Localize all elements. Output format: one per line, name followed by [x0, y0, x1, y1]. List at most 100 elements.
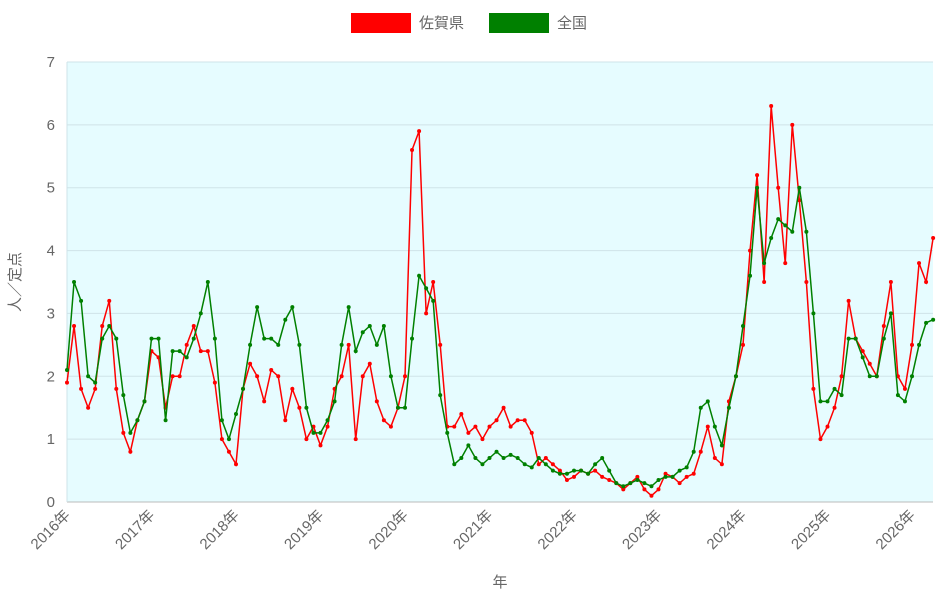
data-point[interactable]: [881, 336, 886, 341]
data-point[interactable]: [515, 418, 520, 423]
data-point[interactable]: [410, 148, 415, 152]
data-point[interactable]: [86, 405, 91, 410]
data-point[interactable]: [557, 468, 562, 473]
data-point[interactable]: [910, 342, 914, 347]
data-point[interactable]: [769, 236, 774, 240]
data-point[interactable]: [860, 349, 865, 354]
data-point[interactable]: [276, 342, 281, 347]
data-point[interactable]: [121, 393, 126, 398]
data-point[interactable]: [698, 405, 703, 410]
data-point[interactable]: [93, 386, 98, 391]
legend-label-national[interactable]: 全国: [557, 14, 587, 32]
data-point[interactable]: [572, 474, 576, 479]
data-point[interactable]: [811, 386, 816, 391]
data-point[interactable]: [621, 484, 626, 489]
data-point[interactable]: [712, 424, 717, 429]
data-point[interactable]: [445, 430, 450, 435]
data-point[interactable]: [212, 336, 217, 341]
data-point[interactable]: [600, 474, 605, 479]
data-point[interactable]: [487, 424, 492, 429]
data-point[interactable]: [600, 456, 605, 460]
data-point[interactable]: [107, 324, 112, 328]
data-point[interactable]: [395, 405, 400, 410]
data-point[interactable]: [480, 437, 485, 442]
data-point[interactable]: [170, 349, 175, 354]
data-point[interactable]: [635, 478, 640, 482]
data-point[interactable]: [501, 405, 506, 410]
data-point[interactable]: [557, 471, 562, 476]
data-point[interactable]: [818, 399, 823, 404]
data-point[interactable]: [769, 104, 774, 108]
data-point[interactable]: [417, 129, 422, 134]
data-point[interactable]: [473, 456, 478, 460]
data-point[interactable]: [825, 399, 830, 404]
data-point[interactable]: [325, 418, 330, 423]
data-point[interactable]: [403, 374, 407, 379]
data-point[interactable]: [297, 342, 302, 347]
data-point[interactable]: [867, 361, 872, 366]
data-point[interactable]: [522, 462, 527, 467]
data-point[interactable]: [494, 449, 499, 454]
data-point[interactable]: [248, 361, 253, 366]
data-point[interactable]: [177, 374, 182, 379]
data-point[interactable]: [424, 286, 429, 291]
data-point[interactable]: [346, 342, 351, 347]
data-point[interactable]: [536, 456, 541, 460]
data-point[interactable]: [564, 471, 569, 476]
data-point[interactable]: [431, 280, 436, 284]
data-point[interactable]: [170, 374, 175, 379]
data-point[interactable]: [895, 393, 900, 398]
data-point[interactable]: [924, 320, 929, 325]
data-point[interactable]: [670, 474, 675, 479]
data-point[interactable]: [790, 229, 795, 234]
data-point[interactable]: [149, 336, 154, 341]
data-point[interactable]: [783, 223, 788, 228]
data-point[interactable]: [184, 342, 189, 347]
data-point[interactable]: [508, 424, 513, 429]
data-point[interactable]: [184, 355, 189, 360]
data-point[interactable]: [684, 474, 689, 479]
data-point[interactable]: [360, 330, 365, 335]
data-point[interactable]: [719, 443, 724, 448]
data-point[interactable]: [424, 311, 429, 316]
data-point[interactable]: [410, 336, 415, 341]
data-point[interactable]: [522, 418, 527, 423]
data-point[interactable]: [579, 468, 584, 473]
data-point[interactable]: [881, 324, 886, 328]
data-point[interactable]: [902, 399, 907, 404]
data-point[interactable]: [529, 430, 534, 435]
data-point[interactable]: [741, 342, 745, 347]
data-point[interactable]: [607, 468, 612, 473]
data-point[interactable]: [339, 342, 344, 347]
data-point[interactable]: [888, 311, 893, 316]
data-point[interactable]: [797, 198, 802, 203]
data-point[interactable]: [931, 236, 936, 240]
data-point[interactable]: [135, 418, 140, 423]
data-point[interactable]: [72, 280, 77, 284]
data-point[interactable]: [304, 437, 309, 442]
data-point[interactable]: [403, 405, 407, 410]
data-point[interactable]: [628, 481, 633, 486]
data-point[interactable]: [494, 418, 499, 423]
data-point[interactable]: [79, 298, 84, 303]
data-point[interactable]: [705, 399, 710, 404]
data-point[interactable]: [762, 280, 767, 284]
data-point[interactable]: [783, 261, 788, 266]
data-point[interactable]: [572, 468, 576, 473]
data-point[interactable]: [339, 374, 344, 379]
data-point[interactable]: [860, 355, 865, 360]
data-point[interactable]: [832, 386, 837, 391]
data-point[interactable]: [374, 342, 379, 347]
data-point[interactable]: [219, 418, 224, 423]
data-point[interactable]: [234, 412, 238, 416]
data-point[interactable]: [748, 248, 753, 253]
data-point[interactable]: [874, 374, 879, 379]
data-point[interactable]: [304, 405, 309, 410]
data-point[interactable]: [614, 481, 619, 486]
data-point[interactable]: [719, 462, 724, 467]
data-point[interactable]: [825, 424, 830, 429]
data-point[interactable]: [262, 336, 267, 341]
data-point[interactable]: [846, 298, 851, 303]
data-point[interactable]: [712, 456, 717, 460]
data-point[interactable]: [93, 380, 98, 385]
